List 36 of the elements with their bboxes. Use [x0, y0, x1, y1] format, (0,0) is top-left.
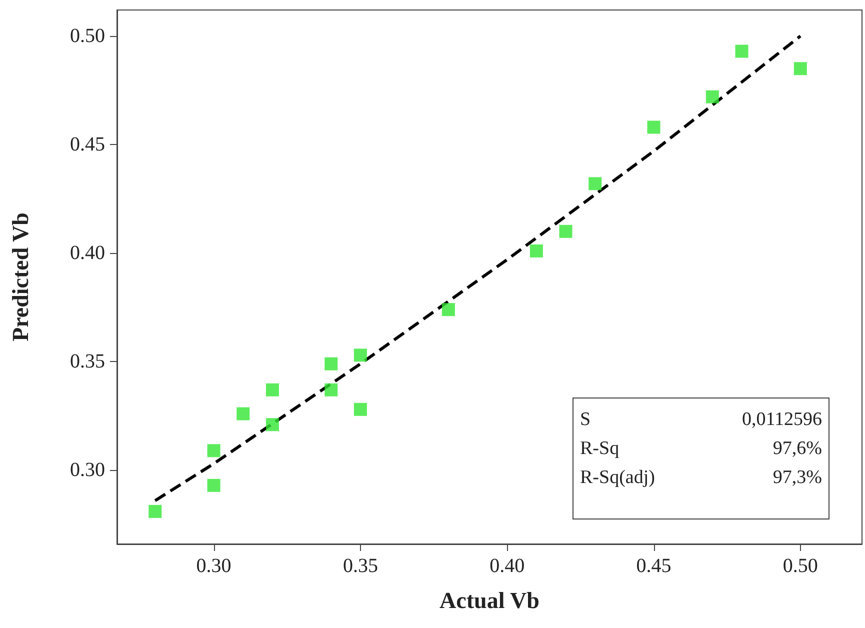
point: [588, 177, 602, 190]
annotation: R-Sq: [580, 438, 620, 459]
point: [706, 90, 719, 104]
point: [236, 407, 250, 420]
x-tick-label: 0.50: [782, 555, 818, 577]
point: [559, 224, 572, 238]
x-tick-label: 0.35: [342, 555, 378, 577]
point: [266, 383, 279, 396]
y-tick-label: 0.30: [70, 459, 105, 482]
point: [442, 303, 455, 316]
x-axis-title: Actual Vb: [440, 588, 540, 613]
y-tick-label: 0.35: [70, 350, 105, 373]
point: [207, 478, 220, 492]
y-tick-label: 0.45: [70, 134, 105, 156]
y-tick-label: 0.50: [70, 25, 105, 48]
point: [324, 383, 338, 396]
annotation: 0,0112596: [742, 409, 822, 430]
annotation: 97,3%: [772, 467, 822, 488]
annotation: 97,6%: [772, 438, 822, 459]
point: [735, 44, 748, 58]
x-tick-label: 0.45: [636, 555, 672, 577]
x-tick-label: 0.40: [490, 555, 525, 577]
point: [354, 348, 367, 362]
point: [530, 244, 543, 258]
point: [148, 504, 162, 518]
y-axis-title: Predicted Vb: [8, 212, 33, 342]
point: [207, 444, 220, 458]
annotation: R-Sq(adj): [580, 467, 655, 488]
y-tick-label: 0.40: [70, 242, 105, 264]
point: [794, 62, 807, 76]
point: [354, 402, 367, 416]
point: [324, 357, 338, 370]
annotation: S: [580, 409, 591, 430]
x-tick-label: 0.30: [196, 555, 232, 577]
point: [266, 418, 279, 432]
point: [647, 120, 660, 134]
